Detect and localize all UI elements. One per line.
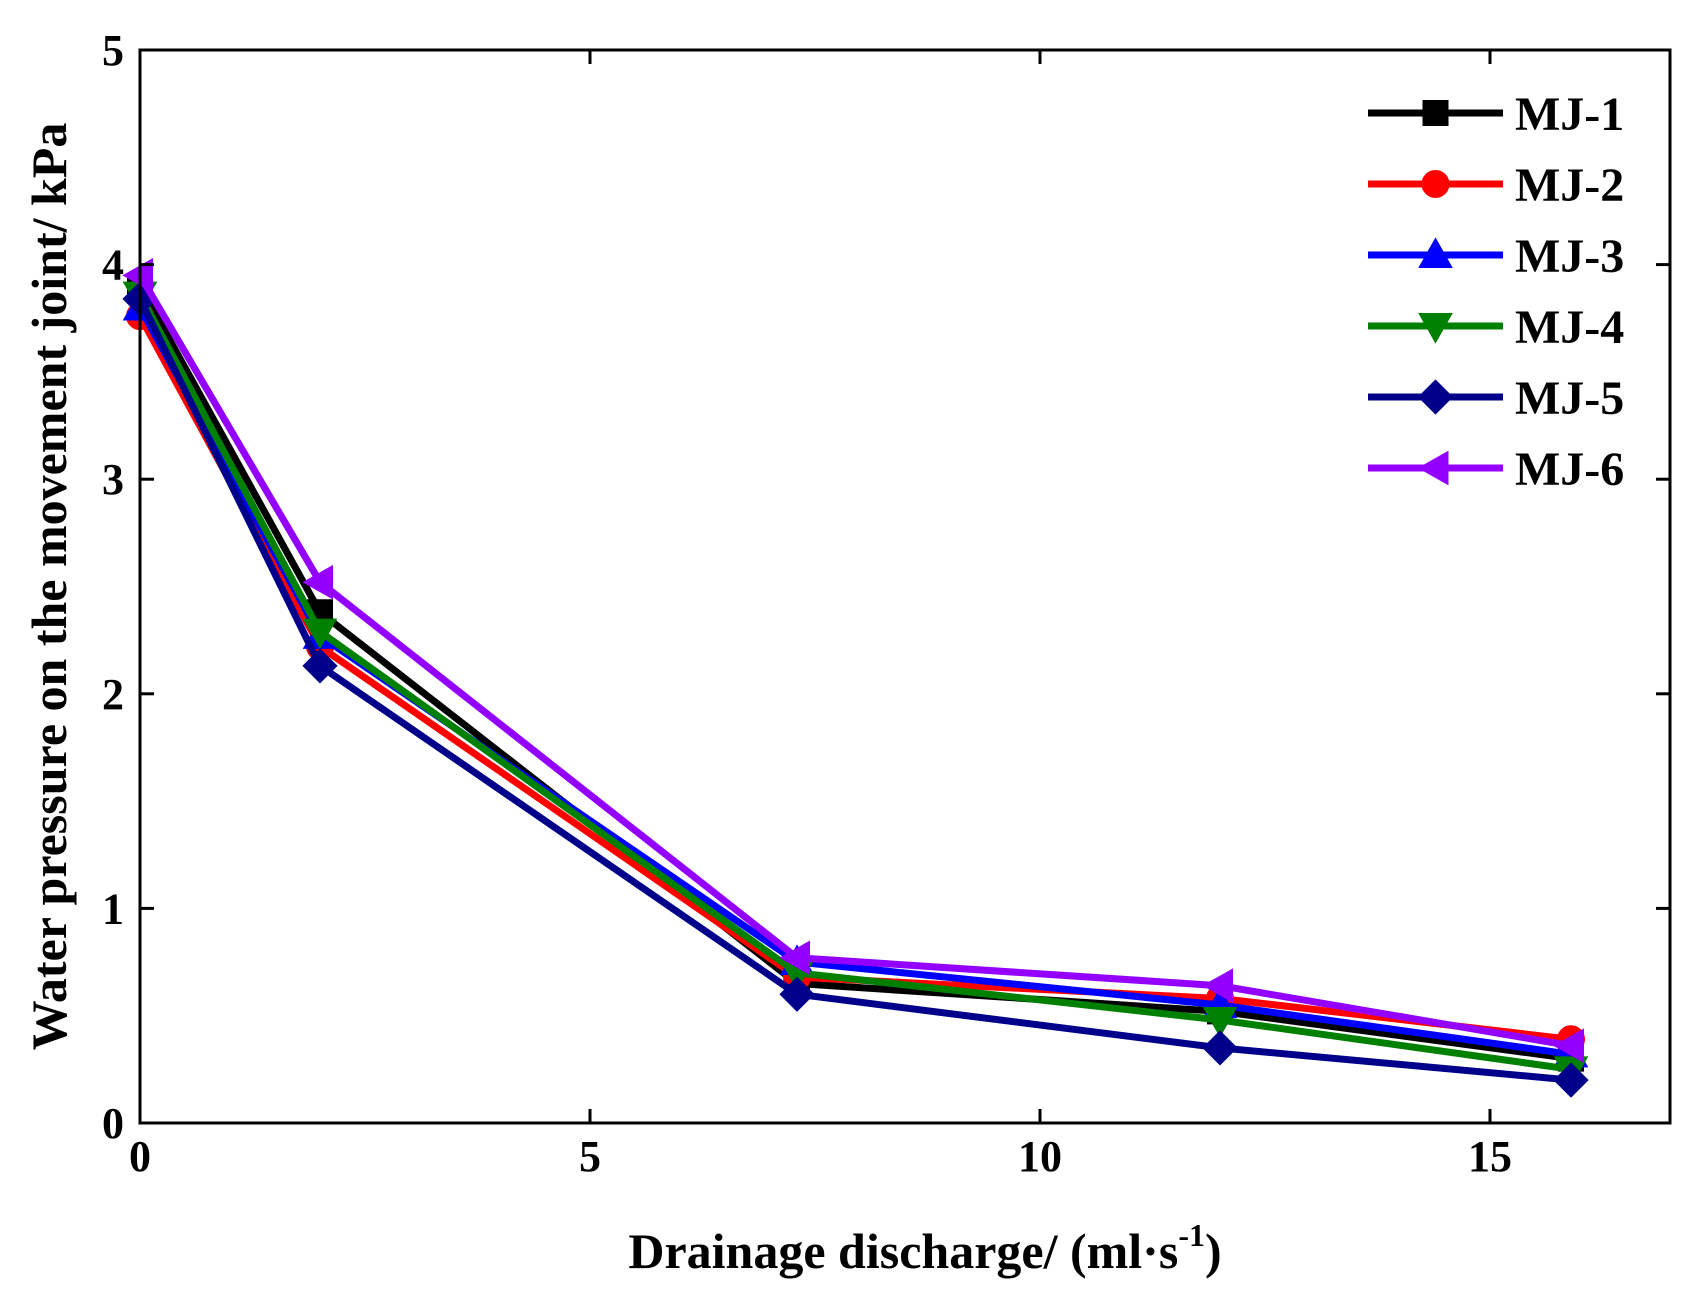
data-point-MJ-4 bbox=[302, 618, 338, 650]
legend-swatch-marker bbox=[1421, 170, 1450, 198]
y-tick-label: 5 bbox=[102, 26, 124, 75]
legend-item-MJ-3: MJ-3 bbox=[1368, 230, 1624, 283]
legend-swatch-marker bbox=[1418, 313, 1453, 344]
legend-swatch-marker bbox=[1417, 450, 1449, 486]
series-MJ-1 bbox=[127, 273, 1584, 1072]
y-axis-title: Water pressure on the movement joint/ kP… bbox=[21, 123, 77, 1051]
legend-label: MJ-6 bbox=[1515, 443, 1624, 496]
y-tick-label: 2 bbox=[102, 670, 124, 719]
series-layer bbox=[122, 258, 1589, 1098]
data-point-MJ-6 bbox=[779, 940, 810, 976]
data-point-MJ-6 bbox=[122, 258, 153, 293]
plot-frame bbox=[138, 48, 1672, 1125]
series-line-MJ-3 bbox=[136, 305, 1572, 1058]
data-point-MJ-5 bbox=[1553, 1062, 1589, 1098]
y-tick-label: 3 bbox=[102, 455, 124, 504]
x-tick-label: 0 bbox=[129, 1132, 151, 1181]
legend-item-MJ-4: MJ-4 bbox=[1368, 301, 1624, 354]
legend-item-MJ-5: MJ-5 bbox=[1368, 372, 1624, 425]
legend-label: MJ-1 bbox=[1515, 88, 1624, 141]
data-point-MJ-6 bbox=[1202, 968, 1233, 1003]
legend-item-MJ-6: MJ-6 bbox=[1368, 443, 1624, 496]
legend-label: MJ-5 bbox=[1515, 372, 1624, 425]
series-MJ-6 bbox=[122, 258, 1584, 1064]
series-line-MJ-4 bbox=[136, 292, 1572, 1073]
legend-label: MJ-2 bbox=[1515, 159, 1624, 212]
legend-swatch-marker bbox=[1422, 100, 1449, 126]
legend-swatch-marker bbox=[1417, 379, 1454, 415]
data-point-MJ-5 bbox=[302, 648, 338, 684]
legend: MJ-1 MJ-2 MJ-3 MJ-4 MJ-5 MJ-6 bbox=[1368, 88, 1624, 496]
x-tick-label: 10 bbox=[1018, 1132, 1062, 1181]
x-axis-title: Drainage discharge/ (ml·s-1) bbox=[628, 1217, 1221, 1279]
y-tick-label: 0 bbox=[102, 1099, 124, 1148]
data-point-MJ-6 bbox=[1553, 1028, 1584, 1064]
y-tick-label: 4 bbox=[102, 241, 124, 290]
series-MJ-2 bbox=[126, 302, 1585, 1054]
y-tick-label: 1 bbox=[102, 884, 124, 933]
series-line-MJ-2 bbox=[136, 314, 1572, 1043]
ticks-layer: 0 5 10 15 0 1 2 3 4 5 bbox=[102, 26, 1670, 1181]
legend-swatch-marker bbox=[1418, 237, 1453, 268]
data-point-MJ-6 bbox=[302, 564, 333, 600]
legend-label: MJ-3 bbox=[1515, 230, 1624, 283]
legend-item-MJ-1: MJ-1 bbox=[1368, 88, 1624, 141]
series-MJ-5 bbox=[122, 281, 1589, 1098]
x-tick-label: 15 bbox=[1468, 1132, 1512, 1181]
legend-item-MJ-2: MJ-2 bbox=[1368, 159, 1624, 212]
x-tick-label: 5 bbox=[579, 1132, 601, 1181]
data-point-MJ-4 bbox=[1202, 1006, 1238, 1038]
data-point-MJ-5 bbox=[1202, 1030, 1238, 1066]
data-point-MJ-5 bbox=[779, 976, 815, 1012]
legend-label: MJ-4 bbox=[1515, 301, 1624, 354]
